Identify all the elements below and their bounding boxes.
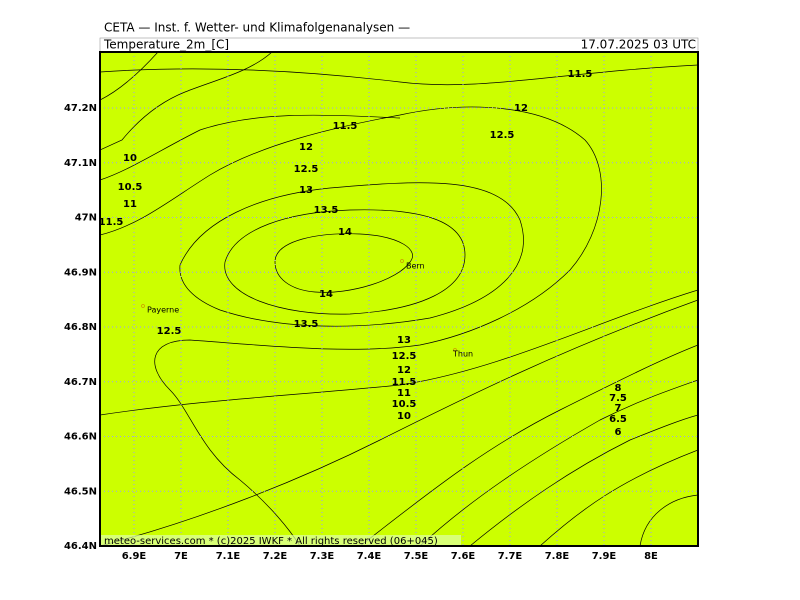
- contour-label: 12.5: [157, 326, 182, 337]
- contour-labels: 11.51211.512.5121012.51310.51113.511.514…: [99, 69, 627, 438]
- x-tick-label: 7.5E: [404, 551, 429, 562]
- contour-label: 7.5: [609, 393, 627, 404]
- contour-label: 6.5: [609, 414, 627, 425]
- warm-area: [100, 106, 602, 546]
- place-marker: [141, 304, 145, 308]
- contour-label: 12: [299, 142, 313, 153]
- isotherm-13: [179, 182, 524, 327]
- x-tick-label: 7E: [174, 551, 188, 562]
- contour-label: 12.5: [490, 130, 515, 141]
- x-tick-label: 7.4E: [357, 551, 382, 562]
- contour-label: 11.5: [568, 69, 593, 80]
- isotherm-11-5: [100, 64, 698, 86]
- contour-label: 11: [397, 388, 411, 399]
- contour-label: 13: [299, 185, 313, 196]
- contour-label: 13.5: [294, 319, 319, 330]
- x-tick-label: 7.1E: [216, 551, 241, 562]
- contour-label: 10: [123, 153, 137, 164]
- place-name: Bern: [406, 262, 425, 271]
- place-marker: [453, 348, 457, 352]
- contour-label: 12.5: [294, 164, 319, 175]
- isotherm-11: [100, 114, 401, 181]
- isotherm-13-5: [224, 209, 466, 315]
- contour-label: 11: [123, 199, 137, 210]
- contour-label: 14: [338, 227, 352, 238]
- source-title: CETA — Inst. f. Wetter- und Klimafolgena…: [104, 21, 410, 35]
- plot-frame: [99, 51, 699, 547]
- footer: meteo-services.com * (c)2025 IWKF * All …: [104, 536, 438, 547]
- place-name: Thun: [452, 350, 473, 359]
- field: [100, 52, 698, 546]
- y-tick-label: 46.4N: [64, 541, 97, 552]
- x-tick-label: 7.9E: [592, 551, 617, 562]
- contour-label: 10: [397, 411, 411, 422]
- cool-band-3: [419, 379, 698, 546]
- cool-band-4: [469, 414, 698, 546]
- y-tick-label: 46.6N: [64, 432, 97, 443]
- contour-label: 14: [319, 289, 333, 300]
- y-tick-label: 47.2N: [64, 103, 97, 114]
- warm-core: [274, 233, 413, 293]
- y-tick-label: 47.1N: [64, 158, 97, 169]
- contour-label: 11.5: [333, 121, 358, 132]
- contour-label: 7: [615, 403, 622, 414]
- footer-strip: [101, 535, 461, 545]
- contour-label: 13: [397, 335, 411, 346]
- x-tick-label: 7.7E: [498, 551, 523, 562]
- x-tick-label: 6.9E: [122, 551, 147, 562]
- cool-area: [100, 52, 273, 151]
- cool-band-1: [100, 299, 698, 546]
- y-tick-label: 47N: [75, 213, 97, 224]
- contour-label: 10.5: [118, 182, 143, 193]
- variable-label: Temperature_2m_[C]: [103, 38, 229, 52]
- places: Bern Payerne Thun: [141, 259, 473, 359]
- x-tick-label: 7.6E: [451, 551, 476, 562]
- x-tick-label: 7.3E: [310, 551, 335, 562]
- x-tick-label: 8E: [644, 551, 658, 562]
- contour-label: 12: [514, 103, 528, 114]
- y-tick-label: 46.8N: [64, 322, 97, 333]
- y-tick-label: 46.9N: [64, 267, 97, 278]
- contour-label: 12.5: [392, 351, 417, 362]
- contour-label: 6: [615, 427, 622, 438]
- x-tick-label: 7.8E: [545, 551, 570, 562]
- contour-label: 10.5: [392, 399, 417, 410]
- place-name: Payerne: [147, 306, 179, 315]
- cool-band-2: [359, 344, 698, 546]
- y-tick-label: 46.5N: [64, 486, 97, 497]
- valid-time: 17.07.2025 03 UTC: [581, 38, 696, 52]
- place-marker: [400, 259, 404, 263]
- x-tick-label: 7.2E: [263, 551, 288, 562]
- contour-label: 12: [397, 365, 411, 376]
- field-base: [100, 52, 698, 546]
- contour-label: 11.5: [392, 377, 417, 388]
- y-tick-label: 46.7N: [64, 377, 97, 388]
- contour-label: 11.5: [99, 217, 124, 228]
- contour-label: 8: [615, 383, 622, 394]
- contour-label: 13.5: [314, 205, 339, 216]
- isotherm-11-5-b: [100, 289, 698, 416]
